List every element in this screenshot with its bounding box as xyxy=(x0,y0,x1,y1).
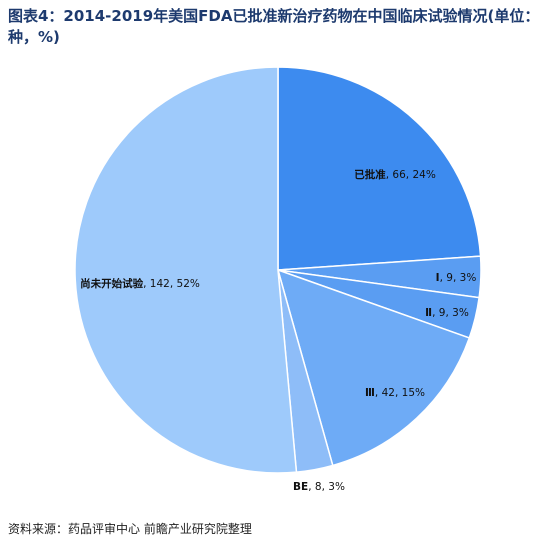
slice-name: Ⅲ xyxy=(365,387,375,399)
slice-label: BE, 8, 3% xyxy=(293,481,345,493)
separator: , xyxy=(322,481,329,493)
separator: , xyxy=(375,387,382,399)
slice-share: 15% xyxy=(402,387,425,399)
source-note: 资料来源：药品评审中心 前瞻产业研究院整理 xyxy=(8,522,252,536)
separator: , xyxy=(440,272,447,284)
slice-value: 9 xyxy=(439,307,446,319)
slice-share: 24% xyxy=(412,169,435,181)
slice-value: 9 xyxy=(446,272,453,284)
slice-name: Ⅱ xyxy=(425,307,432,319)
pie-slice xyxy=(277,66,482,271)
separator: , xyxy=(453,272,460,284)
slice-value: 42 xyxy=(382,387,395,399)
chart-title: 图表4：2014-2019年美国FDA已批准新治疗药物在中国临床试验情况(单位：… xyxy=(8,7,540,46)
separator: , xyxy=(395,387,402,399)
slice-share: 3% xyxy=(460,272,477,284)
slice-name: 已批准 xyxy=(354,168,386,181)
slice-name: BE xyxy=(293,481,308,493)
slice-label: 已批准, 66, 24% xyxy=(354,168,436,181)
slice-value: 66 xyxy=(392,169,406,181)
slice-share: 3% xyxy=(452,307,469,319)
slice-share: 3% xyxy=(328,481,345,493)
pie-slice xyxy=(74,66,298,474)
slice-label: Ⅱ, 9, 3% xyxy=(425,307,469,319)
slice-label: Ⅰ, 9, 3% xyxy=(436,272,477,284)
slice-label: 尚未开始试验, 142, 52% xyxy=(80,277,200,290)
slice-label: Ⅲ, 42, 15% xyxy=(365,387,425,399)
separator: , xyxy=(143,278,150,290)
separator: , xyxy=(386,169,393,181)
slice-value: 8 xyxy=(315,481,322,493)
separator: , xyxy=(406,169,413,181)
slice-name: 尚未开始试验 xyxy=(80,277,143,290)
separator: , xyxy=(170,278,177,290)
pie-slice xyxy=(276,268,471,467)
slice-value: 142 xyxy=(150,278,170,290)
slice-share: 52% xyxy=(177,278,200,290)
separator: , xyxy=(308,481,315,493)
separator: , xyxy=(432,307,439,319)
separator: , xyxy=(445,307,452,319)
slice-name: Ⅰ xyxy=(436,272,440,284)
